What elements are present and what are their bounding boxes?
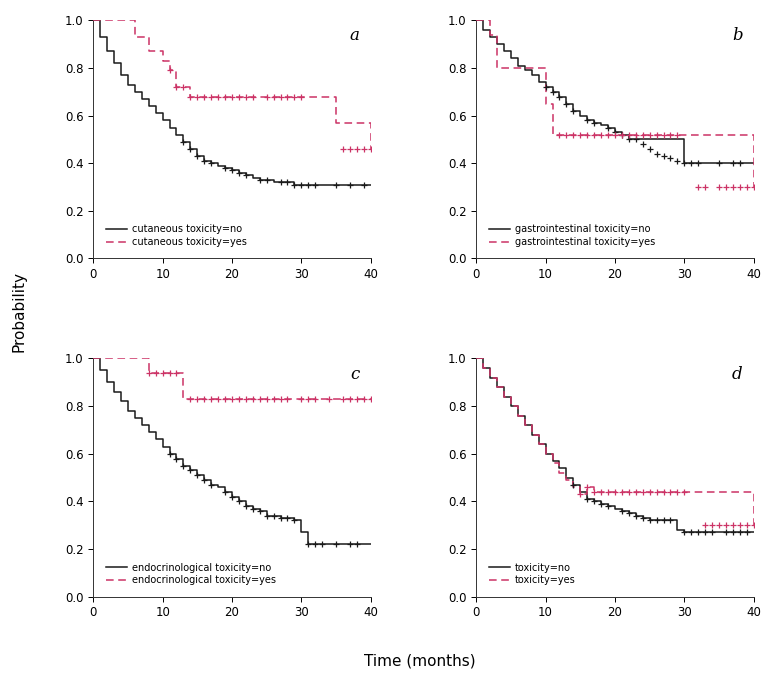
Text: b: b bbox=[732, 28, 743, 45]
Text: c: c bbox=[350, 365, 360, 382]
Legend: toxicity=no, toxicity=yes: toxicity=no, toxicity=yes bbox=[486, 561, 577, 587]
Text: Probability: Probability bbox=[12, 271, 27, 353]
Legend: cutaneous toxicity=no, cutaneous toxicity=yes: cutaneous toxicity=no, cutaneous toxicit… bbox=[103, 222, 249, 249]
Text: a: a bbox=[350, 28, 360, 45]
Text: d: d bbox=[732, 365, 743, 382]
Text: Time (months): Time (months) bbox=[364, 654, 476, 669]
Legend: gastrointestinal toxicity=no, gastrointestinal toxicity=yes: gastrointestinal toxicity=no, gastrointe… bbox=[486, 222, 657, 249]
Legend: endocrinological toxicity=no, endocrinological toxicity=yes: endocrinological toxicity=no, endocrinol… bbox=[103, 561, 278, 587]
